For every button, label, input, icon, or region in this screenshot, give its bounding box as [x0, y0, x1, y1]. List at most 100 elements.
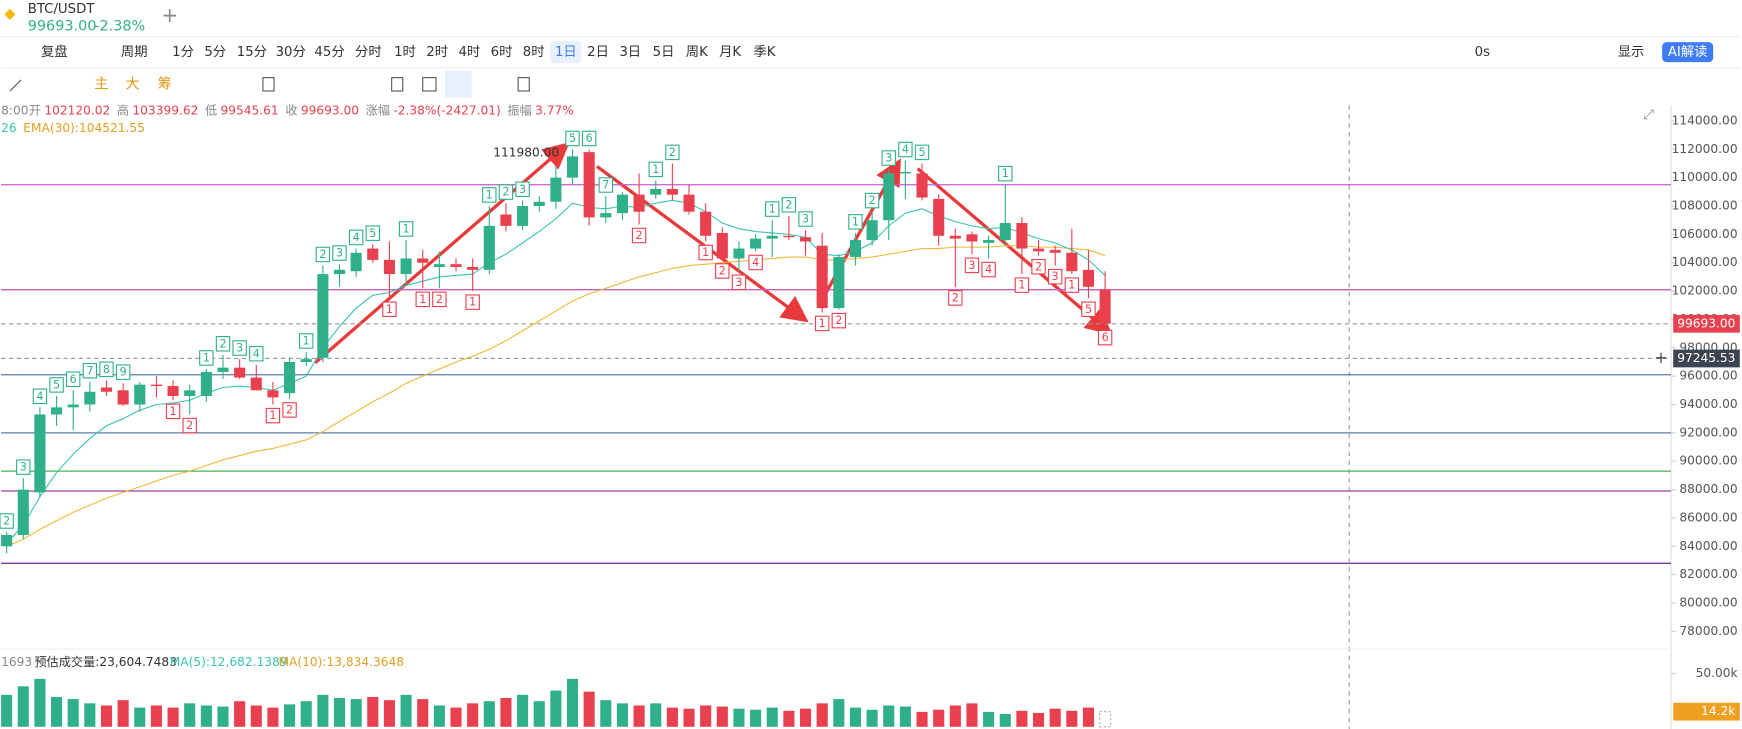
volume-bar — [117, 700, 129, 727]
interval[interactable]: 15分 — [237, 44, 267, 60]
high-label: 111980.00 — [493, 145, 559, 159]
interval[interactable]: 3日 — [619, 45, 641, 60]
display-toggle[interactable]: 显示 — [1618, 45, 1645, 60]
interval[interactable]: 周K — [686, 45, 708, 60]
price-tick-label: 82000.00 — [1679, 567, 1737, 581]
volume-bar — [100, 705, 113, 727]
tool-lock[interactable] — [391, 77, 404, 92]
interval[interactable]: 2时 — [426, 44, 448, 60]
tool-delete[interactable] — [517, 77, 530, 92]
symbol[interactable]: BTC/USDT — [28, 2, 96, 17]
td-box — [315, 246, 331, 263]
td-number: 1 — [1068, 279, 1075, 292]
volume-tag-label: 14.2k — [1701, 704, 1736, 718]
interval[interactable]: 30分 — [276, 44, 306, 60]
price-tag — [1673, 314, 1740, 333]
ohlc-value: 99545.61 — [221, 103, 279, 117]
arrow — [595, 165, 809, 323]
tool-line[interactable] — [9, 79, 22, 92]
candle-body — [333, 269, 346, 275]
interval[interactable]: 1分 — [172, 44, 194, 60]
candle-body — [1099, 289, 1111, 324]
candle-body — [417, 258, 429, 263]
volume-bar — [1049, 708, 1061, 727]
td-box — [465, 294, 480, 310]
td-number: 6 — [70, 373, 77, 386]
volume-bar — [350, 699, 362, 727]
td-box — [1047, 268, 1063, 285]
td-box — [482, 187, 497, 203]
candle-body — [1082, 269, 1095, 287]
volume-value: 1693 — [1, 655, 32, 669]
td-number: 3 — [519, 183, 526, 196]
candle-body — [716, 232, 728, 259]
td-number: 1 — [203, 352, 210, 365]
td-number: 2 — [219, 337, 226, 350]
price-tick-label: 112000.00 — [1672, 142, 1738, 156]
interval[interactable]: 4时 — [458, 44, 480, 60]
price-tick-label: 88000.00 — [1679, 482, 1737, 496]
volume-bar — [300, 701, 312, 727]
td-box — [848, 214, 863, 230]
interval[interactable]: 45分 — [314, 44, 344, 60]
interval[interactable]: 5分 — [204, 44, 226, 60]
volume-bar — [333, 698, 346, 727]
interval[interactable]: 1时 — [394, 44, 416, 60]
td-box — [631, 227, 647, 244]
volume-bar — [583, 691, 595, 727]
candle-body — [766, 235, 778, 239]
interval[interactable]: 季K — [753, 44, 775, 60]
candle-body — [833, 257, 845, 309]
indicator[interactable]: 大 — [125, 75, 139, 92]
volume-bar — [816, 703, 828, 727]
volume-bar — [267, 707, 279, 727]
candle-body — [600, 213, 612, 218]
td-box — [515, 181, 530, 198]
candle-body — [284, 361, 296, 394]
expand[interactable]: ⤢ — [1643, 107, 1654, 122]
candle-body — [217, 367, 229, 372]
replay[interactable]: 复盘 — [41, 43, 68, 60]
volume-bar — [1033, 712, 1045, 727]
candle-body — [650, 189, 662, 195]
td-box — [598, 177, 614, 193]
add-tab[interactable]: + — [161, 3, 178, 27]
volume-bar — [517, 694, 529, 727]
ai-button[interactable] — [1662, 42, 1714, 63]
td-box — [914, 144, 930, 161]
td-number: 5 — [369, 227, 376, 240]
candle-body — [1, 534, 13, 547]
interval[interactable]: 8时 — [523, 44, 545, 60]
candle-body — [400, 258, 412, 275]
volume-bar — [966, 703, 978, 727]
interval[interactable]: 分时 — [355, 44, 382, 60]
period-menu[interactable]: 周期 — [121, 44, 148, 60]
interval[interactable]: 1日 — [555, 45, 577, 60]
td-number: 3 — [20, 461, 27, 474]
td-box — [881, 150, 896, 166]
td-box — [115, 364, 131, 380]
td-number: 2 — [636, 229, 643, 242]
td-box — [65, 371, 81, 387]
indicator[interactable]: 筹 — [158, 75, 172, 92]
volume-bar — [750, 709, 762, 727]
tool-magnet-bg[interactable] — [444, 71, 472, 98]
candle-body — [167, 386, 179, 397]
interval[interactable]: 5日 — [653, 45, 675, 60]
candle-body — [250, 377, 262, 391]
interval[interactable]: 6时 — [491, 44, 513, 60]
ai-button-label[interactable]: AI解读 — [1668, 44, 1708, 60]
td-number: 1 — [769, 203, 776, 216]
volume-bar — [1016, 710, 1028, 727]
tool-note[interactable] — [422, 77, 437, 92]
interval[interactable]: 月K — [719, 45, 741, 60]
interval[interactable]: 2日 — [587, 45, 609, 60]
tool-copy[interactable] — [262, 77, 275, 92]
volume-bar — [733, 708, 745, 727]
price-tick-label: 84000.00 — [1679, 539, 1737, 553]
indicator[interactable]: 主 — [94, 75, 108, 92]
volume-bar — [616, 703, 628, 727]
candle-body — [100, 387, 113, 392]
price-tick-label: 92000.00 — [1679, 425, 1737, 439]
